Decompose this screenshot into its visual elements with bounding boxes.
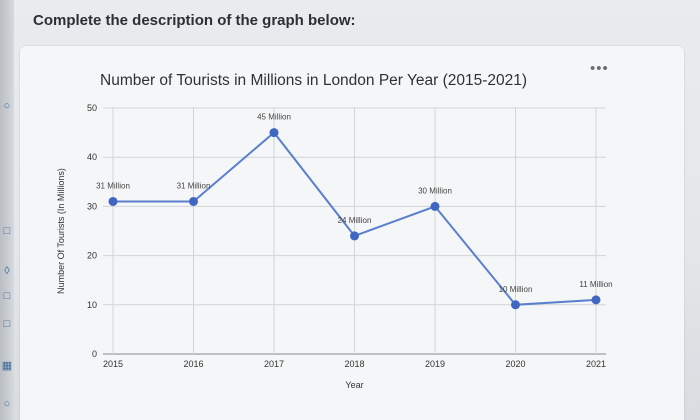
y-tick-label: 20 — [87, 251, 97, 261]
data-label: 45 Million — [257, 113, 291, 122]
toolbar-icon[interactable]: □ — [3, 318, 11, 330]
y-tick-label: 40 — [87, 152, 97, 162]
y-axis-title: Number Of Tourists (In Millions) — [56, 168, 66, 294]
data-point — [269, 128, 279, 138]
data-label: 10 Million — [499, 285, 533, 294]
browser-sidebar-strip: ○ □ ◊ □ □ ▦ ○ — [0, 0, 14, 420]
data-label: 31 Million — [177, 181, 211, 190]
chart-grid — [103, 107, 606, 355]
x-axis-title: Year — [345, 380, 363, 390]
data-label: 24 Million — [338, 216, 372, 225]
y-tick-label: 10 — [87, 300, 97, 310]
x-axis-ticks: 2015 2016 2017 2018 2019 2020 2021 — [103, 359, 606, 369]
toolbar-icon[interactable]: ◊ — [4, 265, 10, 277]
data-point — [430, 201, 440, 211]
question-prompt: Complete the description of the graph be… — [33, 12, 356, 29]
data-label: 11 Million — [579, 280, 612, 289]
data-point — [511, 300, 520, 310]
x-tick-label: 2017 — [264, 359, 284, 369]
data-label: 31 Million — [96, 181, 130, 190]
x-tick-label: 2015 — [103, 359, 123, 369]
data-label: 30 Million — [418, 186, 452, 195]
x-tick-label: 2018 — [344, 359, 364, 369]
toolbar-icon[interactable]: ○ — [3, 398, 11, 410]
data-point — [591, 295, 601, 305]
x-tick-label: 2020 — [505, 359, 525, 369]
toolbar-icon[interactable]: ○ — [3, 100, 11, 112]
more-horizontal-icon[interactable]: ••• — [590, 60, 609, 77]
data-point — [189, 196, 198, 206]
data-point — [108, 196, 118, 206]
data-point — [350, 231, 359, 241]
x-tick-label: 2021 — [586, 359, 606, 369]
y-tick-label: 50 — [87, 103, 97, 113]
chart-title: Number of Tourists in Millions in London… — [100, 72, 528, 89]
toolbar-icon[interactable]: □ — [3, 290, 11, 302]
series-points — [108, 128, 601, 310]
toolbar-icon[interactable]: ▦ — [1, 360, 13, 372]
toolbar-icon[interactable]: □ — [3, 225, 11, 237]
y-tick-label: 0 — [92, 349, 97, 359]
x-tick-label: 2019 — [425, 359, 445, 369]
y-tick-label: 30 — [87, 201, 97, 211]
x-tick-label: 2016 — [183, 359, 203, 369]
data-labels: 31 Million 31 Million 45 Million 24 Million… — [96, 113, 613, 294]
y-axis-ticks: 0 10 20 30 40 50 — [87, 103, 97, 359]
